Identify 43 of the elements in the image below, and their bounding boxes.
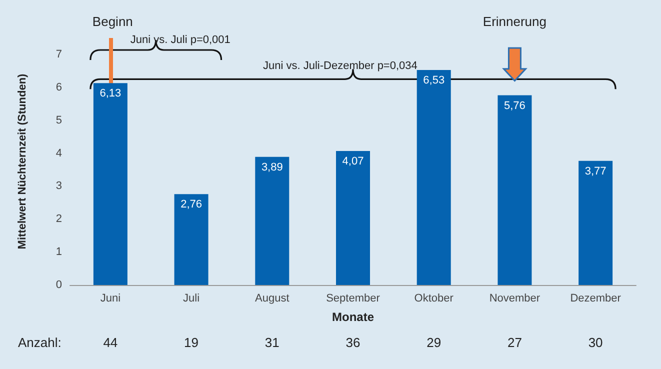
text: 44 [103, 335, 118, 350]
bar [93, 83, 128, 285]
text: 31 [264, 335, 280, 350]
x-tick-label: Juli [183, 292, 200, 304]
y-tick-label: 5 [56, 114, 62, 126]
bar [498, 95, 532, 285]
y-tick-label: 6 [56, 81, 62, 94]
ref-line-label: Beginn [92, 14, 133, 29]
text: Anzahl: [18, 335, 62, 350]
text: 36 [346, 335, 360, 350]
text: 19 [184, 335, 199, 350]
bar [416, 70, 451, 285]
data-label: 6,13 [100, 88, 122, 100]
bar [336, 150, 370, 285]
y-tick-label: 2 [56, 213, 62, 226]
y-tick-label: 0 [56, 279, 62, 291]
y-tick-label: 3 [56, 180, 62, 192]
y-tick-label: 1 [56, 246, 62, 258]
data-label: 6,53 [423, 74, 445, 86]
data-label: 4,07 [342, 155, 364, 168]
annotation: Juni vs. Juli-Dezember p=0,034 [263, 60, 418, 72]
data-label: 3,77 [584, 165, 606, 178]
bar [578, 160, 613, 285]
text: 30 [588, 335, 603, 350]
x-tick-label: August [255, 292, 290, 304]
data-label: 5,76 [504, 100, 526, 112]
annotation: Juni vs. Juli p=0,001 [130, 34, 230, 46]
x-tick-label: Dezember [570, 292, 622, 304]
data-label: 2,76 [180, 198, 202, 211]
bar [255, 156, 290, 285]
y-tick-label: 7 [56, 48, 62, 60]
text: 27 [507, 335, 522, 350]
x-tick-label: September [326, 292, 380, 304]
x-tick-label: Oktober [414, 292, 454, 304]
x-axis-title: Monate [332, 310, 374, 324]
x-tick-label: November [489, 292, 540, 304]
y-axis-title: Mittelwert Nüchternzeit (Stunden) [16, 73, 28, 250]
x-tick-label: Juni [100, 292, 121, 304]
text: Erinnerung [482, 14, 547, 29]
bar [174, 194, 208, 285]
data-label: 3,89 [261, 161, 283, 174]
y-tick-label: 4 [56, 147, 62, 160]
text: 29 [426, 335, 442, 350]
